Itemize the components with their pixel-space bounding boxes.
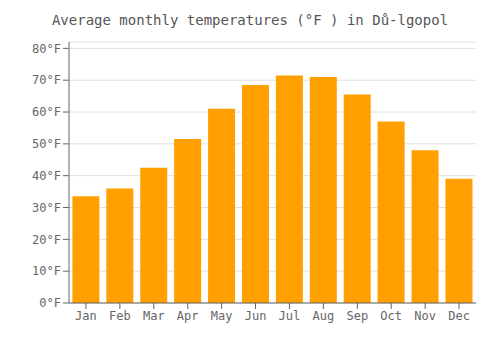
svg-text:80°F: 80°F [32, 42, 61, 56]
svg-text:Mar: Mar [143, 309, 165, 323]
svg-text:40°F: 40°F [32, 169, 61, 183]
svg-text:30°F: 30°F [32, 201, 61, 215]
svg-text:20°F: 20°F [32, 233, 61, 247]
svg-text:May: May [211, 309, 233, 323]
svg-text:10°F: 10°F [32, 264, 61, 278]
svg-text:Feb: Feb [109, 309, 131, 323]
svg-text:Jan: Jan [75, 309, 97, 323]
html-text:Average monthly temperatures (: Average monthly temperatures (°F ) in Dů… [51, 12, 449, 28]
svg-text:50°F: 50°F [32, 137, 61, 151]
svg-text:Jun: Jun [245, 309, 267, 323]
svg-text:Apr: Apr [177, 309, 199, 323]
svg-text:Aug: Aug [313, 309, 335, 323]
svg-text:Nov: Nov [414, 309, 436, 323]
svg-text:Sep: Sep [346, 309, 368, 323]
svg-text:Oct: Oct [380, 309, 402, 323]
svg-text:Dec: Dec [448, 309, 470, 323]
svg-text:60°F: 60°F [32, 105, 61, 119]
svg-text:70°F: 70°F [32, 73, 61, 87]
svg-text:0°F: 0°F [39, 296, 61, 310]
svg-text:Jul: Jul [279, 309, 301, 323]
